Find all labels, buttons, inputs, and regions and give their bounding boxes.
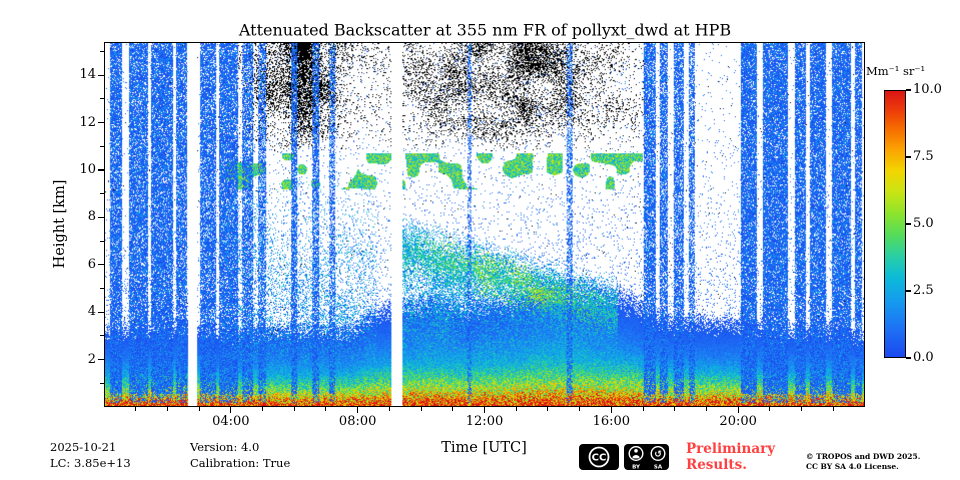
x-minor-tick	[579, 407, 581, 411]
x-tick-label: 16:00	[592, 414, 631, 429]
y-tick-label: 4	[87, 304, 96, 320]
y-minor-tick	[100, 287, 104, 289]
y-minor-tick	[100, 240, 104, 242]
y-tick	[97, 358, 104, 361]
colorbar-gradient	[885, 91, 905, 357]
x-tick-label: 12:00	[465, 414, 504, 429]
y-tick-label: 6	[87, 256, 96, 272]
y-tick	[97, 311, 104, 313]
y-tick-label: 2	[87, 351, 96, 367]
y-tick	[97, 74, 104, 76]
x-tick	[610, 407, 612, 413]
x-minor-tick	[420, 407, 422, 411]
copyright-line2: CC BY SA 4.0 License.	[806, 462, 899, 471]
by-text: BY	[632, 465, 641, 471]
y-tick-label: 10	[79, 161, 96, 177]
cc-by-icon: BY	[628, 445, 644, 471]
cc-icon: CC	[588, 446, 610, 468]
colorbar-tick	[906, 89, 911, 91]
x-minor-tick	[325, 407, 327, 411]
cc-sa-icon: ↺ SA	[650, 445, 666, 471]
x-tick-label: 20:00	[719, 414, 757, 429]
y-minor-tick	[100, 50, 104, 52]
y-tick	[97, 121, 104, 124]
calibration-text: Calibration: True	[190, 456, 291, 470]
x-tick	[483, 407, 486, 413]
y-tick	[97, 169, 104, 171]
cc-text: CC	[592, 453, 607, 464]
chart-title: Attenuated Backscatter at 355 nm FR of p…	[238, 20, 732, 40]
x-tick-label: 04:00	[212, 414, 250, 429]
x-minor-tick	[198, 407, 200, 411]
y-tick	[97, 264, 104, 266]
colorbar-tick	[906, 290, 911, 292]
sa-text: SA	[654, 465, 663, 471]
y-minor-tick	[100, 98, 104, 100]
x-minor-tick	[642, 407, 644, 411]
x-minor-tick	[674, 407, 676, 411]
y-tick	[97, 216, 104, 218]
x-tick-label: 08:00	[338, 414, 377, 429]
x-minor-tick	[547, 407, 549, 411]
date-text: 2025-10-21	[50, 440, 117, 454]
y-minor-tick	[100, 335, 104, 337]
colorbar-tick-label: 2.5	[913, 283, 934, 298]
colorbar-tick	[906, 223, 911, 225]
colorbar-tick-label: 7.5	[913, 149, 934, 164]
heatmap-canvas	[105, 43, 864, 406]
copyright-line1: © TROPOS and DWD 2025.	[806, 452, 921, 461]
plot-area	[104, 42, 865, 407]
x-axis-label: Time [UTC]	[441, 440, 527, 456]
colorbar-tick-label: 5.0	[913, 216, 934, 231]
y-tick-label: 12	[79, 114, 96, 130]
x-tick	[230, 407, 232, 413]
x-minor-tick	[293, 407, 295, 411]
x-minor-tick	[832, 407, 834, 411]
y-minor-tick	[100, 382, 104, 384]
sa-arrow-icon: ↺	[654, 450, 662, 460]
x-minor-tick	[135, 407, 137, 411]
colorbar-tick	[906, 156, 911, 158]
colorbar-tick-label: 0.0	[913, 350, 934, 365]
x-minor-tick	[388, 407, 390, 411]
x-minor-tick	[705, 407, 707, 411]
results-text: Results.	[686, 457, 747, 473]
y-minor-tick	[100, 193, 104, 195]
lidar-constant-text: LC: 3.85e+13	[50, 456, 131, 470]
preliminary-text: Preliminary	[686, 441, 776, 457]
x-minor-tick	[801, 407, 803, 411]
y-minor-tick	[100, 145, 104, 147]
x-minor-tick	[515, 407, 517, 411]
x-minor-tick	[262, 407, 264, 411]
x-tick	[737, 407, 739, 413]
version-text: Version: 4.0	[190, 440, 260, 454]
y-tick-label: 8	[87, 209, 96, 225]
x-minor-tick	[452, 407, 454, 411]
colorbar-tick-label: 10.0	[913, 82, 942, 97]
x-tick	[357, 407, 359, 413]
x-minor-tick	[166, 407, 168, 411]
x-minor-tick	[769, 407, 771, 411]
colorbar-label: Mm⁻¹ sr⁻¹	[866, 64, 926, 78]
colorbar	[884, 90, 906, 358]
cc-license-badge: CC BY ↺ SA	[579, 444, 669, 471]
colorbar-tick	[906, 357, 911, 359]
y-tick-label: 14	[79, 67, 96, 83]
